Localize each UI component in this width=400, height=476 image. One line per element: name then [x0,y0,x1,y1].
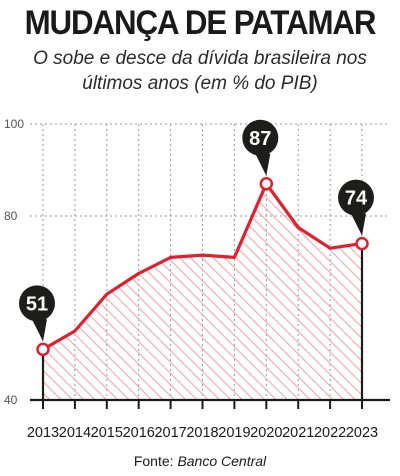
x-tick-label: 2018 [186,425,218,441]
data-point-marker [259,177,274,191]
callout-tail [350,211,366,236]
callouts: 51 87 74 [19,119,374,400]
callout-bubble [19,285,55,322]
data-point-marker [36,342,50,357]
callout-tail [31,317,47,342]
callout-bubble [242,119,279,156]
x-tick-label: 2017 [154,425,186,441]
chart-title: MUDANÇA DE PATAMAR [24,4,377,42]
x-tick-label: 2013 [27,425,59,441]
callout-bubble [338,179,374,216]
y-tick-label: 100 [4,117,24,131]
source-note: Fonte: Banco Central [0,453,400,469]
source-label: Fonte: [133,453,174,469]
area-fill [43,183,362,400]
subtitle-line-2: últimos anos (em % do PIB) [82,73,318,94]
series-line [41,182,364,351]
callout-tail [254,151,271,176]
x-axis-ticks: 2013 2014 2015 2016 2017 2018 2019 2020 2021 2022… [27,425,378,441]
callout: 87 [242,119,279,191]
callout: 51 [19,285,55,400]
y-tick-label: 40 [4,393,18,407]
x-tick-label: 2015 [91,425,123,441]
y-axis-ticks: 40 80 100 [4,117,24,407]
x-axis [30,398,390,409]
x-tick-label: 2016 [123,425,155,441]
area-hatch [43,183,362,400]
subtitle-line-1: O sobe e desce da dívida brasileira nos [33,48,367,69]
chart-subtitle: O sobe e desce da dívida brasileira nos … [0,46,400,96]
callout-value: 87 [249,128,271,150]
callout-value: 74 [345,188,368,210]
x-tick-label: 2023 [346,425,378,441]
x-tick-label: 2019 [218,425,250,441]
x-tick-label: 2021 [282,425,314,441]
callout-value: 51 [26,293,48,315]
data-point-marker [355,236,369,251]
series-line-path [41,182,364,351]
x-tick-label: 2014 [59,425,91,441]
x-tick-label: 2020 [250,425,282,441]
source-name: Banco Central [177,453,267,469]
x-tick-label: 2022 [314,425,346,441]
y-tick-label: 80 [4,209,18,223]
callout: 74 [338,179,374,400]
